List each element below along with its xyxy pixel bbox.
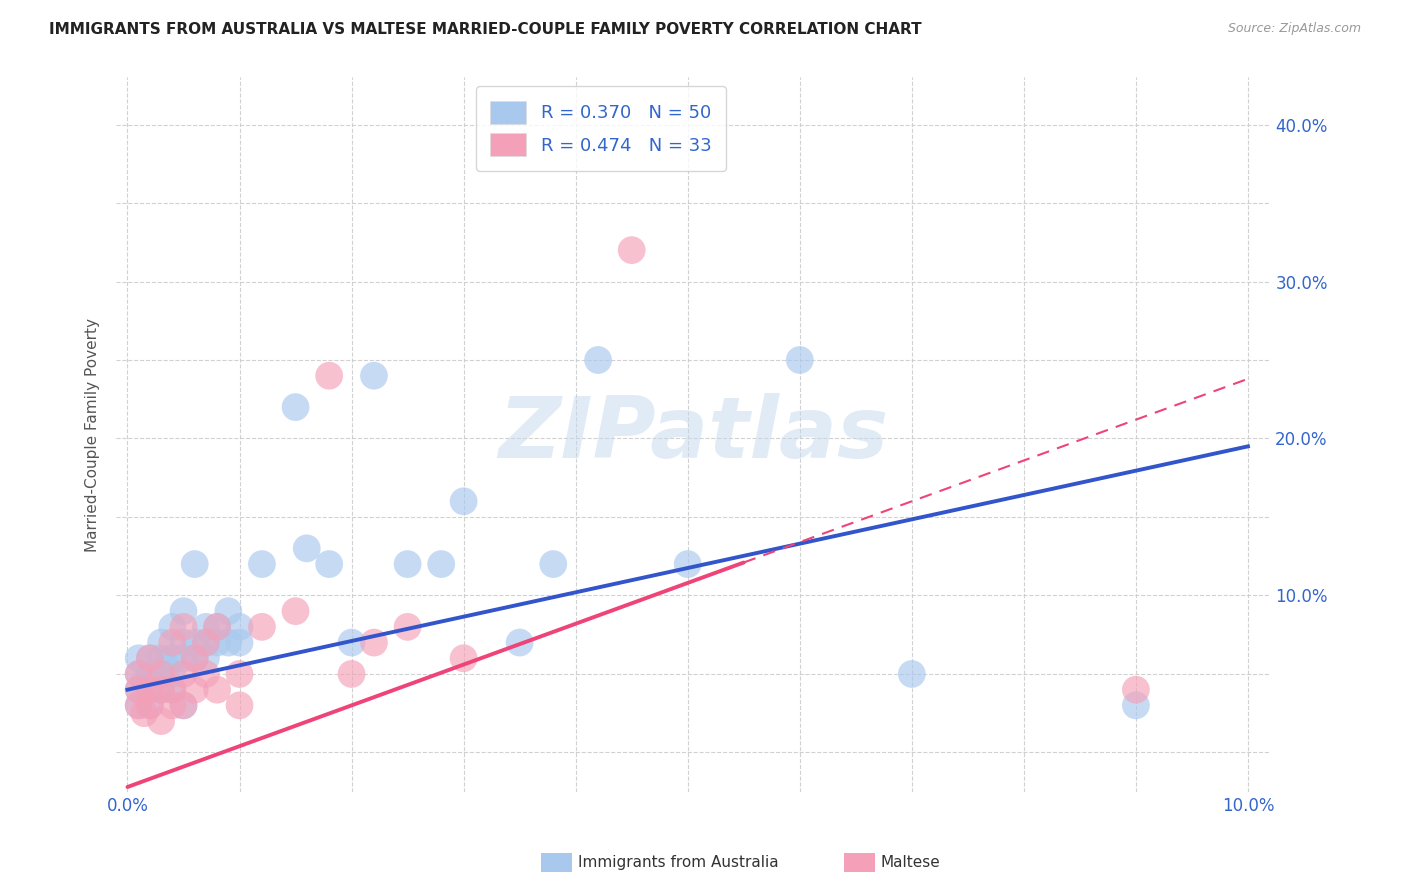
Point [250, 557, 273, 571]
Point [228, 698, 250, 713]
Point [205, 682, 228, 697]
Point [228, 635, 250, 649]
Point [150, 667, 173, 681]
Point [173, 635, 195, 649]
Point [194, 651, 217, 665]
Point [128, 698, 150, 713]
Point [162, 651, 184, 665]
Point [228, 620, 250, 634]
Point [162, 682, 184, 697]
Point [205, 620, 228, 634]
Point [162, 698, 184, 713]
Point [183, 557, 205, 571]
Point [150, 682, 173, 697]
Point [228, 667, 250, 681]
Point [128, 682, 150, 697]
Point [194, 635, 217, 649]
Point [318, 368, 340, 383]
Point [173, 620, 195, 634]
Point [139, 651, 162, 665]
Point [183, 651, 205, 665]
Point [363, 635, 385, 649]
Point [162, 635, 184, 649]
Point [1125, 698, 1147, 713]
Point [295, 541, 318, 556]
Point [183, 635, 205, 649]
Point [396, 557, 419, 571]
Point [150, 682, 173, 697]
Text: Maltese: Maltese [880, 855, 939, 870]
Point [676, 557, 699, 571]
Point [620, 243, 643, 257]
Point [453, 494, 475, 508]
Legend: R = 0.370   N = 50, R = 0.474   N = 33: R = 0.370 N = 50, R = 0.474 N = 33 [475, 87, 725, 170]
Point [128, 682, 150, 697]
Point [173, 698, 195, 713]
Text: Source: ZipAtlas.com: Source: ZipAtlas.com [1227, 22, 1361, 36]
Point [162, 682, 184, 697]
Point [901, 667, 924, 681]
Text: Immigrants from Australia: Immigrants from Australia [578, 855, 779, 870]
Point [183, 651, 205, 665]
Point [217, 604, 239, 618]
Text: ZIPatlas: ZIPatlas [498, 393, 889, 476]
Point [183, 682, 205, 697]
Point [134, 674, 156, 689]
Point [1125, 682, 1147, 697]
Point [173, 667, 195, 681]
Point [173, 604, 195, 618]
Point [128, 667, 150, 681]
Point [363, 368, 385, 383]
Point [150, 635, 173, 649]
Point [128, 651, 150, 665]
Point [194, 635, 217, 649]
Point [139, 698, 162, 713]
Point [139, 682, 162, 697]
Point [128, 698, 150, 713]
Point [194, 667, 217, 681]
Point [284, 604, 307, 618]
Point [139, 682, 162, 697]
Point [250, 620, 273, 634]
Point [586, 353, 609, 368]
Point [541, 557, 564, 571]
Y-axis label: Married-Couple Family Poverty: Married-Couple Family Poverty [86, 318, 100, 551]
Text: IMMIGRANTS FROM AUSTRALIA VS MALTESE MARRIED-COUPLE FAMILY POVERTY CORRELATION C: IMMIGRANTS FROM AUSTRALIA VS MALTESE MAR… [49, 22, 922, 37]
Point [162, 620, 184, 634]
Point [194, 620, 217, 634]
Point [139, 667, 162, 681]
Point [396, 620, 419, 634]
Point [139, 651, 162, 665]
Point [173, 698, 195, 713]
Point [217, 635, 239, 649]
Point [139, 698, 162, 713]
Point [128, 667, 150, 681]
Point [340, 635, 363, 649]
Point [284, 400, 307, 414]
Point [789, 353, 811, 368]
Point [162, 667, 184, 681]
Point [150, 714, 173, 728]
Point [150, 667, 173, 681]
Point [150, 651, 173, 665]
Point [205, 620, 228, 634]
Point [430, 557, 453, 571]
Point [340, 667, 363, 681]
Point [134, 706, 156, 721]
Point [205, 635, 228, 649]
Point [453, 651, 475, 665]
Point [156, 659, 179, 673]
Point [318, 557, 340, 571]
Point [173, 651, 195, 665]
Point [509, 635, 531, 649]
